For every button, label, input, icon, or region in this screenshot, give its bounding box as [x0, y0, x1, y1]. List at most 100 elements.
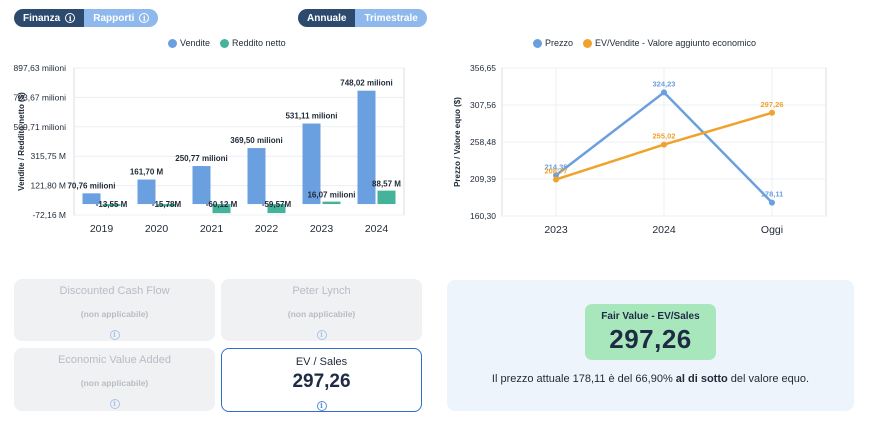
y-tick-label: 121,80 M [31, 181, 66, 191]
tab-finanza-label: Finanza [23, 12, 61, 24]
legend-label: Vendite [180, 38, 211, 48]
point-prezzo [553, 172, 559, 179]
data-label-vendite: 161,70 M [130, 168, 164, 177]
legend-label: Reddito netto [232, 38, 286, 48]
legend-dot [583, 38, 593, 48]
legend-item-vendite[interactable]: Vendite [168, 38, 210, 48]
info-icon[interactable]: i [109, 329, 120, 340]
tab-trimestrale[interactable]: Trimestrale [355, 9, 427, 27]
fair-value-label: Fair Value - EV/Sales [601, 311, 700, 322]
point-label-prezzo: 324,23 [653, 79, 676, 88]
point-label-ev-vendite: 255,02 [653, 132, 676, 141]
model-card-status: (non applicabile) [80, 378, 149, 388]
summary-text-post: del valore equo. [730, 373, 810, 385]
y-tick-label: 509,71 milioni [14, 122, 67, 132]
period-toggle: Annuale Trimestrale [298, 9, 427, 27]
model-card-status: (non applicabile) [80, 309, 149, 319]
data-label-reddito-netto: 16,07 milioni [307, 191, 355, 200]
model-card-eva[interactable]: Economic Value Added (non applicabile) i [14, 348, 215, 411]
point-prezzo [769, 199, 775, 206]
tab-trimestrale-label: Trimestrale [364, 12, 418, 24]
line-chart-legend: Prezzo EV/Vendite - Valore aggiunto econ… [533, 38, 756, 48]
data-label-vendite: 250,77 milioni [175, 154, 227, 163]
info-icon[interactable]: i [316, 329, 327, 340]
model-card-title: Discounted Cash Flow [59, 285, 170, 297]
tab-rapporti-label: Rapporti [93, 12, 135, 24]
data-label-reddito-netto: -59,57M [262, 200, 292, 209]
data-label-reddito-netto: 88,57 M [372, 180, 401, 189]
model-card-title: Economic Value Added [58, 354, 171, 366]
data-label-vendite: 369,50 milioni [230, 136, 282, 145]
bar-reddito-netto [267, 204, 286, 214]
bar-vendite [82, 193, 101, 205]
bar-vendite [192, 166, 211, 205]
x-tick-label: Oggi [761, 224, 783, 236]
legend-item-reddito-netto[interactable]: Reddito netto [220, 38, 286, 48]
view-toggle: Finanza i Rapporti i [14, 9, 159, 27]
y-tick-label: 897,63 milioni [14, 63, 67, 73]
legend-item-prezzo[interactable]: Prezzo [533, 38, 573, 48]
x-tick-label: 2023 [310, 223, 334, 235]
tab-annuale-label: Annuale [307, 12, 347, 24]
tab-annuale[interactable]: Annuale [298, 9, 356, 27]
data-label-vendite: 70,76 milioni [67, 181, 115, 190]
model-card-title: Peter Lynch [292, 285, 351, 297]
y-tick-label: -72,16 M [32, 210, 66, 220]
legend-label: Prezzo [545, 38, 574, 48]
data-label-vendite: 748,02 milioni [340, 79, 392, 88]
y-axis-title: Vendite / Reddito netto ($) [17, 92, 26, 191]
model-card-value: 297,26 [292, 371, 351, 392]
point-label-prezzo: 178,11 [761, 190, 784, 199]
y-tick-label: 356,65 [470, 63, 496, 73]
data-label-reddito-netto: -15,78M [152, 200, 182, 209]
legend-dot [168, 38, 177, 48]
model-card-dcf[interactable]: Discounted Cash Flow (non applicabile) i [14, 279, 215, 341]
x-tick-label: 2019 [90, 223, 114, 235]
y-tick-label: 703,67 milioni [14, 92, 67, 102]
y-tick-label: 209,39 [470, 174, 496, 184]
model-card-status: (non applicabile) [287, 309, 356, 319]
data-label-reddito-netto: -13,55 M [96, 200, 128, 209]
tab-finanza[interactable]: Finanza i [14, 9, 85, 27]
point-label-ev-vendite: 297,26 [761, 100, 784, 109]
bar-reddito-netto [377, 190, 396, 205]
y-tick-label: 307,56 [470, 100, 496, 110]
point-ev-vendite [661, 141, 667, 148]
model-card-peter-lynch[interactable]: Peter Lynch (non applicabile) i [221, 279, 422, 341]
point-ev-vendite [553, 176, 559, 183]
model-card-ev-sales[interactable]: EV / Sales 297,26 i [221, 348, 422, 412]
point-label-ev-vendite: 208,77 [545, 166, 568, 175]
point-label-prezzo: 214,35 [545, 162, 568, 171]
fair-value-badge: Fair Value - EV/Sales 297,26 [585, 304, 716, 360]
bar-vendite [137, 179, 156, 205]
point-prezzo [661, 89, 667, 96]
tab-rapporti[interactable]: Rapporti i [84, 9, 159, 27]
bar-chart-legend: Vendite Reddito netto [168, 38, 286, 48]
data-label-vendite: 531,11 milioni [285, 112, 337, 121]
bar-reddito-netto [102, 204, 121, 207]
plot-area [73, 67, 405, 216]
legend-dot [220, 38, 230, 48]
legend-dot [533, 38, 542, 48]
point-ev-vendite [769, 109, 775, 116]
y-tick-label: 160,30 [470, 211, 496, 221]
data-label-reddito-netto: -60,12 M [206, 200, 238, 209]
fair-value-summary: Il prezzo attuale 178,11 è del 66,90% al… [447, 373, 854, 385]
bar-vendite [302, 123, 321, 205]
info-icon[interactable]: i [139, 13, 150, 23]
info-icon[interactable]: i [109, 398, 120, 409]
summary-text-pre: Il prezzo attuale 178,11 è del 66,90% [491, 373, 673, 385]
bar-reddito-netto [322, 201, 341, 205]
x-tick-label: 2023 [544, 224, 568, 236]
bar-vendite [357, 90, 376, 205]
legend-item-ev-vendite[interactable]: EV/Vendite - Valore aggiunto economico [583, 38, 756, 48]
line-chart: 356,65 307,56 258,48 209,39 160,30 Prezzo / V… [453, 63, 827, 236]
x-tick-label: 2021 [200, 223, 224, 235]
info-icon[interactable]: i [65, 13, 76, 23]
info-icon[interactable]: i [316, 400, 327, 411]
bar-chart: 897,63 milioni 703,67 milioni 509,71 milio… [14, 63, 405, 235]
x-tick-label: 2024 [365, 223, 389, 235]
fair-value-number: 297,26 [609, 324, 692, 354]
y-axis-title: Prezzo / Valore equo ($) [453, 97, 462, 187]
y-tick-label: 315,75 M [31, 151, 66, 161]
